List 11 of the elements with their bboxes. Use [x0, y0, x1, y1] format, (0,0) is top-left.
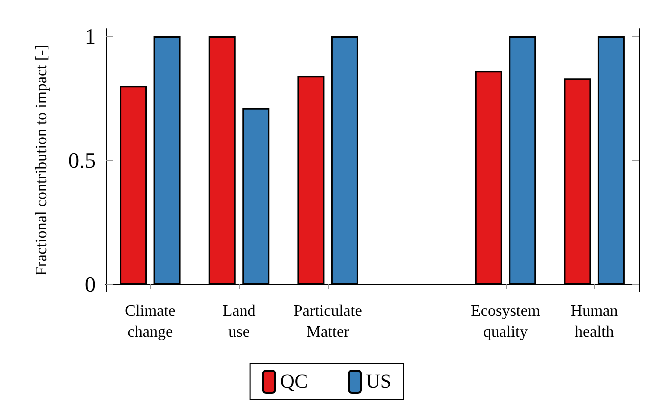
- x-tick-label: Land use: [222, 303, 256, 341]
- x-tick-label: Human health: [571, 303, 618, 341]
- x-tick-label: Ecosystem quality: [471, 303, 541, 341]
- legend-label: US: [366, 371, 392, 393]
- y-tick-label: 0: [85, 272, 96, 298]
- x-tick-label: Particulate Matter: [294, 303, 362, 341]
- x-tick-label: Climate change: [125, 303, 176, 341]
- y-tick-label: 0.5: [68, 148, 96, 173]
- y-axis-title: Fractional contribution to impact [-]: [34, 44, 50, 276]
- y-tick-label: 1: [85, 24, 96, 49]
- legend-label: QC: [280, 371, 308, 393]
